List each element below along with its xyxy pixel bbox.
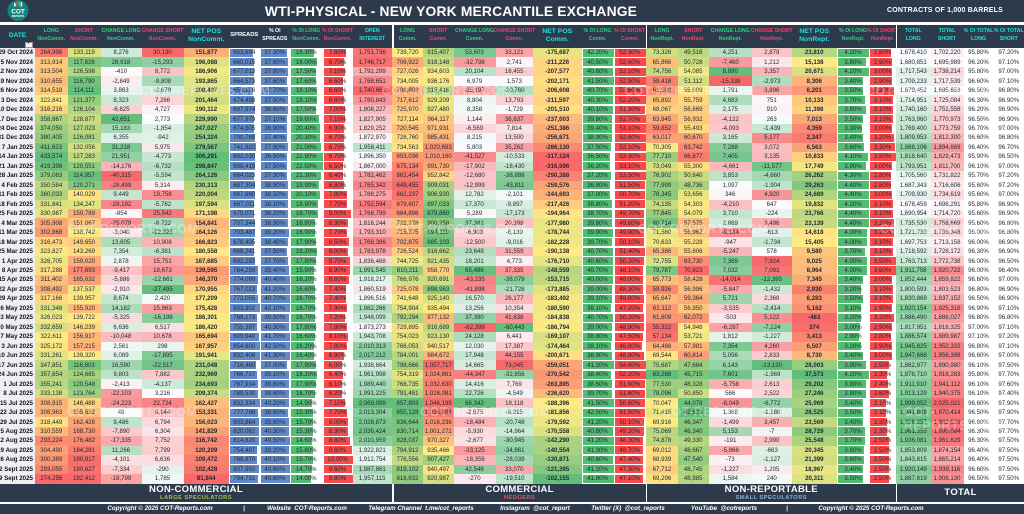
svg-text:REPORTS: REPORTS xyxy=(12,14,25,18)
svg-text:COT: COT xyxy=(11,8,25,15)
